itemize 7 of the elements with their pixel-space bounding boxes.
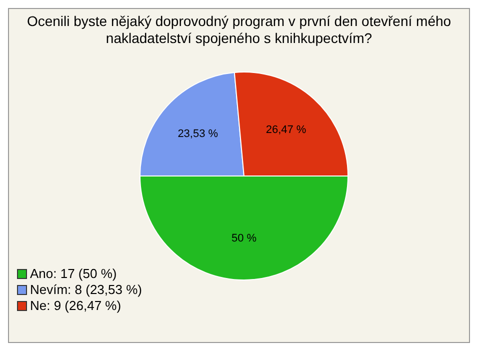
- data-label: 23,53 %: [178, 128, 218, 140]
- data-label: 26,47 %: [266, 124, 306, 136]
- data-label: 50 %: [231, 232, 257, 244]
- chart-title: Ocenili byste nějaký doprovodný program v první den otevření mého nakladatelství spojeného s knihkupectvím?: [26, 13, 452, 47]
- legend-label: Nevím: 8 (23,53 %): [30, 282, 142, 298]
- legend-label: Ne: 9 (26,47 %): [30, 298, 122, 314]
- legend-label: Ano: 17 (50 %): [30, 266, 117, 282]
